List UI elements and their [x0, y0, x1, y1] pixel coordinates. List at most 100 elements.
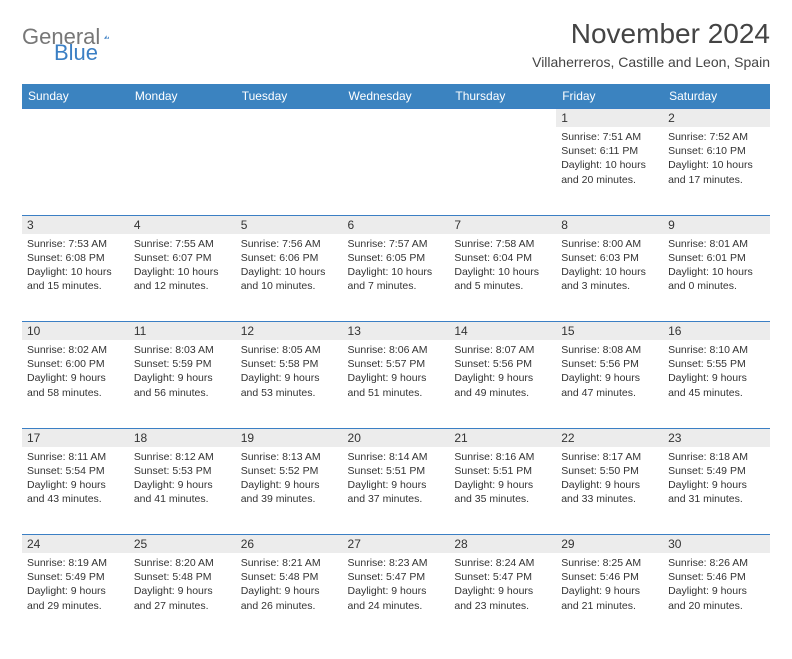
- daylight-line: Daylight: 9 hours and 20 minutes.: [668, 584, 765, 612]
- day-content-cell: Sunrise: 7:51 AMSunset: 6:11 PMDaylight:…: [556, 127, 663, 215]
- daylight-line: Daylight: 10 hours and 0 minutes.: [668, 265, 765, 293]
- day-number: 6: [348, 218, 445, 232]
- sunrise-line: Sunrise: 7:57 AM: [348, 237, 445, 251]
- sunrise-line: Sunrise: 8:08 AM: [561, 343, 658, 357]
- sunrise-line: Sunrise: 8:07 AM: [454, 343, 551, 357]
- day-content-cell: [343, 127, 450, 215]
- weekday-header: Monday: [129, 84, 236, 109]
- day-number: 14: [454, 324, 551, 338]
- sunset-line: Sunset: 5:47 PM: [348, 570, 445, 584]
- day-number-cell: 29: [556, 535, 663, 554]
- day-content-cell: Sunrise: 8:07 AMSunset: 5:56 PMDaylight:…: [449, 340, 556, 428]
- daylight-line: Daylight: 10 hours and 12 minutes.: [134, 265, 231, 293]
- day-content-cell: Sunrise: 8:23 AMSunset: 5:47 PMDaylight:…: [343, 553, 450, 641]
- day-number: 9: [668, 218, 765, 232]
- daylight-line: Daylight: 9 hours and 35 minutes.: [454, 478, 551, 506]
- day-content-cell: Sunrise: 7:55 AMSunset: 6:07 PMDaylight:…: [129, 234, 236, 322]
- day-number-cell: 18: [129, 428, 236, 447]
- day-number: 10: [27, 324, 124, 338]
- day-number-cell: 10: [22, 322, 129, 341]
- logo-text-blue: Blue: [54, 40, 98, 66]
- daylight-line: Daylight: 9 hours and 29 minutes.: [27, 584, 124, 612]
- day-content-cell: Sunrise: 8:25 AMSunset: 5:46 PMDaylight:…: [556, 553, 663, 641]
- sunset-line: Sunset: 5:47 PM: [454, 570, 551, 584]
- sunrise-line: Sunrise: 8:10 AM: [668, 343, 765, 357]
- sunset-line: Sunset: 5:48 PM: [241, 570, 338, 584]
- day-content-cell: Sunrise: 7:53 AMSunset: 6:08 PMDaylight:…: [22, 234, 129, 322]
- sunrise-line: Sunrise: 8:17 AM: [561, 450, 658, 464]
- daylight-line: Daylight: 9 hours and 27 minutes.: [134, 584, 231, 612]
- sunset-line: Sunset: 6:04 PM: [454, 251, 551, 265]
- day-content-row: Sunrise: 8:11 AMSunset: 5:54 PMDaylight:…: [22, 447, 770, 535]
- sunset-line: Sunset: 5:49 PM: [27, 570, 124, 584]
- day-content-cell: Sunrise: 8:20 AMSunset: 5:48 PMDaylight:…: [129, 553, 236, 641]
- daylight-line: Daylight: 10 hours and 3 minutes.: [561, 265, 658, 293]
- daylight-line: Daylight: 10 hours and 17 minutes.: [668, 158, 765, 186]
- sunrise-line: Sunrise: 8:06 AM: [348, 343, 445, 357]
- day-content-row: Sunrise: 8:19 AMSunset: 5:49 PMDaylight:…: [22, 553, 770, 641]
- sunset-line: Sunset: 6:07 PM: [134, 251, 231, 265]
- sunset-line: Sunset: 5:54 PM: [27, 464, 124, 478]
- weekday-header: Sunday: [22, 84, 129, 109]
- day-number: 15: [561, 324, 658, 338]
- day-number: 20: [348, 431, 445, 445]
- day-number-row: 10111213141516: [22, 322, 770, 341]
- day-number-cell: [449, 109, 556, 128]
- day-number: 1: [561, 111, 658, 125]
- sunrise-line: Sunrise: 8:02 AM: [27, 343, 124, 357]
- sunrise-line: Sunrise: 8:18 AM: [668, 450, 765, 464]
- sunset-line: Sunset: 5:49 PM: [668, 464, 765, 478]
- day-number-cell: 2: [663, 109, 770, 128]
- day-content-cell: Sunrise: 8:01 AMSunset: 6:01 PMDaylight:…: [663, 234, 770, 322]
- day-number: 25: [134, 537, 231, 551]
- month-title: November 2024: [532, 18, 770, 50]
- sunrise-line: Sunrise: 8:19 AM: [27, 556, 124, 570]
- day-number: 22: [561, 431, 658, 445]
- day-content-cell: [22, 127, 129, 215]
- day-number-cell: 9: [663, 215, 770, 234]
- day-number: 13: [348, 324, 445, 338]
- day-content-row: Sunrise: 7:51 AMSunset: 6:11 PMDaylight:…: [22, 127, 770, 215]
- day-number: 7: [454, 218, 551, 232]
- sunset-line: Sunset: 5:58 PM: [241, 357, 338, 371]
- location-text: Villaherreros, Castille and Leon, Spain: [532, 54, 770, 70]
- sunset-line: Sunset: 6:00 PM: [27, 357, 124, 371]
- header: General November 2024 Villaherreros, Cas…: [22, 18, 770, 70]
- sunrise-line: Sunrise: 8:24 AM: [454, 556, 551, 570]
- day-number-cell: 12: [236, 322, 343, 341]
- day-number-cell: 16: [663, 322, 770, 341]
- day-number-cell: 5: [236, 215, 343, 234]
- sunset-line: Sunset: 5:53 PM: [134, 464, 231, 478]
- daylight-line: Daylight: 9 hours and 45 minutes.: [668, 371, 765, 399]
- day-content-cell: Sunrise: 8:03 AMSunset: 5:59 PMDaylight:…: [129, 340, 236, 428]
- sunrise-line: Sunrise: 8:26 AM: [668, 556, 765, 570]
- daylight-line: Daylight: 10 hours and 7 minutes.: [348, 265, 445, 293]
- sunset-line: Sunset: 6:03 PM: [561, 251, 658, 265]
- daylight-line: Daylight: 10 hours and 20 minutes.: [561, 158, 658, 186]
- daylight-line: Daylight: 9 hours and 33 minutes.: [561, 478, 658, 506]
- day-number-cell: 8: [556, 215, 663, 234]
- day-number: 21: [454, 431, 551, 445]
- daylight-line: Daylight: 10 hours and 10 minutes.: [241, 265, 338, 293]
- day-number-cell: [236, 109, 343, 128]
- logo-sail-icon: [104, 28, 109, 46]
- sunrise-line: Sunrise: 7:56 AM: [241, 237, 338, 251]
- sunset-line: Sunset: 5:59 PM: [134, 357, 231, 371]
- sunset-line: Sunset: 5:46 PM: [561, 570, 658, 584]
- day-number-cell: 20: [343, 428, 450, 447]
- weekday-header: Wednesday: [343, 84, 450, 109]
- day-content-cell: Sunrise: 8:18 AMSunset: 5:49 PMDaylight:…: [663, 447, 770, 535]
- sunrise-line: Sunrise: 8:25 AM: [561, 556, 658, 570]
- day-number-cell: 7: [449, 215, 556, 234]
- day-number-cell: 25: [129, 535, 236, 554]
- day-number-cell: 17: [22, 428, 129, 447]
- day-content-cell: Sunrise: 8:12 AMSunset: 5:53 PMDaylight:…: [129, 447, 236, 535]
- day-content-cell: Sunrise: 7:57 AMSunset: 6:05 PMDaylight:…: [343, 234, 450, 322]
- day-content-cell: Sunrise: 7:58 AMSunset: 6:04 PMDaylight:…: [449, 234, 556, 322]
- day-number-cell: 6: [343, 215, 450, 234]
- day-number-cell: 14: [449, 322, 556, 341]
- sunrise-line: Sunrise: 8:03 AM: [134, 343, 231, 357]
- daylight-line: Daylight: 9 hours and 24 minutes.: [348, 584, 445, 612]
- sunset-line: Sunset: 5:50 PM: [561, 464, 658, 478]
- sunset-line: Sunset: 6:11 PM: [561, 144, 658, 158]
